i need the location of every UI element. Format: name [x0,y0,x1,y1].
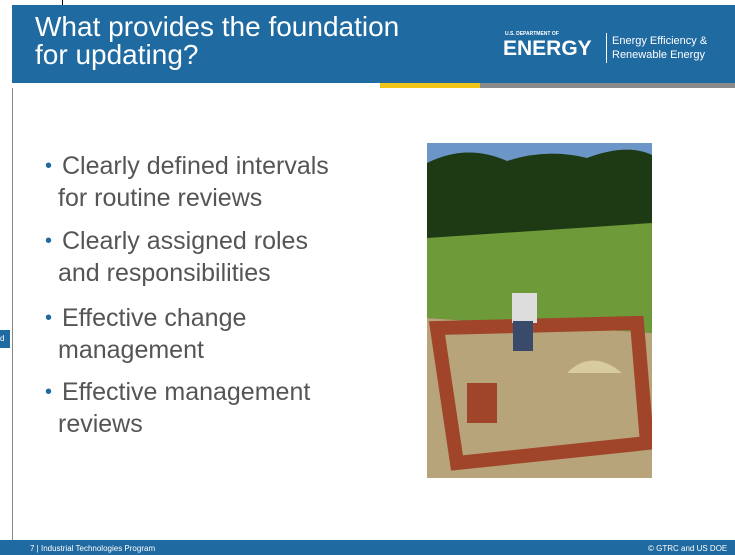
footer-left: 7 | Industrial Technologies Program [30,544,155,553]
title-line: for updating? [35,42,198,68]
title-line: What provides the foundation [35,14,399,40]
photo-trees [427,150,652,238]
bullet-text: for routine reviews [58,182,262,214]
slide-border [12,88,13,540]
accent-gray [480,83,735,88]
side-tab: d [0,330,10,348]
photo-worker [513,321,533,351]
logo-office: Renewable Energy [612,49,705,61]
bullet-text: Effective change [62,302,246,334]
slide: What provides the foundation for updatin… [0,0,735,555]
logo-divider [606,33,607,63]
bullet-dot: • [45,150,52,182]
edge-line [62,0,63,5]
photo-bricks [467,383,497,423]
bullet-text: and responsibilities [58,257,271,289]
bullet-text: reviews [58,408,143,440]
bullet-dot: • [45,225,52,257]
accent-yellow [380,83,480,88]
photo [427,143,652,478]
logo-office: Energy Efficiency & [612,35,707,47]
footer-right: © GTRC and US DOE [648,544,727,553]
bullet-text: Effective management [62,376,310,408]
bullet-dot: • [45,302,52,334]
bullet-text: management [58,334,204,366]
logo-name: ENERGY [503,37,592,61]
bullet-dot: • [45,376,52,408]
photo-worker [512,293,537,323]
bullet-text: Clearly defined intervals [62,150,329,182]
bullet-text: Clearly assigned roles [62,225,308,257]
